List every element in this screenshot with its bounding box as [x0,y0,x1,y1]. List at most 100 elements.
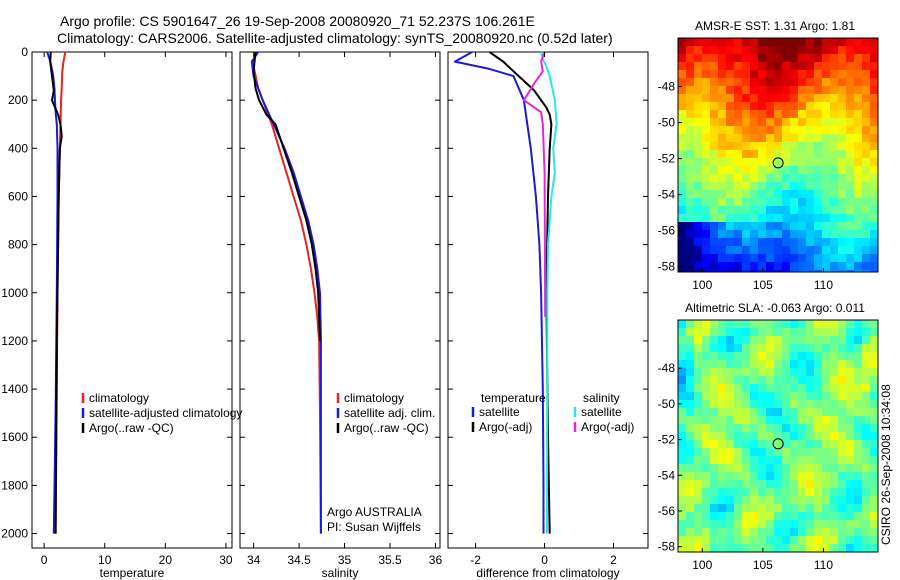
map-cell [742,270,751,272]
map-cell [742,86,751,95]
map-cell [870,222,878,231]
map-cell [766,86,775,95]
map-cell [702,206,711,215]
map-cell [726,54,735,63]
map-cell [862,360,871,369]
map-cell [846,126,855,135]
map-cell [854,118,863,127]
map-cell [678,206,687,215]
difference-profile-xlabel: difference from climatology [476,566,619,580]
map-cell [870,360,878,369]
map-cell [726,320,735,329]
map-cell [830,456,839,465]
map-cell [814,174,823,183]
map-cell [854,520,863,529]
map-cell [678,352,687,361]
map-cell [846,472,855,481]
map-cell [806,238,815,247]
map-cell [854,432,863,441]
map-cell [854,480,863,489]
map-cell [726,440,735,449]
map-cell [862,214,871,223]
map-cell [678,126,687,135]
map-cell [734,174,743,183]
map-cell [830,320,839,329]
map-cell [694,246,703,255]
map-cell [814,230,823,239]
map-cell [742,230,751,239]
map-cell [710,70,719,79]
map-cell [814,368,823,377]
map-cell [806,126,815,135]
map-cell [806,222,815,231]
map-cell [678,134,687,143]
map-cell [702,214,711,223]
map-cell [846,392,855,401]
map-cell [870,336,878,345]
map-cell [870,456,878,465]
map-cell [718,544,727,552]
salinity-profile-xtick-label-2: 35 [338,553,352,567]
map-cell [694,166,703,175]
map-cell [782,38,791,47]
map-cell [758,360,767,369]
temp-legend-item-1: satellite-adjusted climatology [89,406,242,420]
map-cell [742,456,751,465]
map-cell [750,270,759,272]
map-cell [718,238,727,247]
map-cell [830,246,839,255]
map-cell [750,54,759,63]
map-cell [702,480,711,489]
map-cell [774,230,783,239]
map-cell [798,38,807,47]
map-cell [838,440,847,449]
map-cell [806,352,815,361]
map-cell [862,472,871,481]
map-cell [750,238,759,247]
map-cell [870,320,878,329]
map-cell [726,496,735,505]
map-cell [718,254,727,263]
map-cell [758,344,767,353]
map-cell [726,246,735,255]
map-cell [806,544,815,552]
map-cell [814,376,823,385]
map-cell [686,38,695,47]
map-cell [710,360,719,369]
map-cell [782,392,791,401]
map-cell [822,206,831,215]
map-cell [798,376,807,385]
altimetric-sla-map-xtick-label-1: 105 [753,558,773,572]
map-cell [782,352,791,361]
map-cell [822,424,831,433]
map-cell [790,38,799,47]
map-cell [742,70,751,79]
map-cell [854,238,863,247]
map-cell [846,344,855,353]
map-cell [766,488,775,497]
map-cell [710,408,719,417]
map-cell [854,384,863,393]
map-cell [806,512,815,521]
map-cell [774,408,783,417]
map-cell [766,214,775,223]
map-cell [766,222,775,231]
map-cell [830,206,839,215]
map-cell [862,70,871,79]
map-cell [750,432,759,441]
map-cell [710,254,719,263]
map-cell [678,464,687,473]
map-cell [742,320,751,329]
map-cell [758,504,767,513]
map-cell [782,448,791,457]
map-cell [774,158,783,167]
map-cell [694,94,703,103]
salinity-profile-xtick-label-0: 34 [247,553,261,567]
map-cell [694,416,703,425]
map-cell [702,360,711,369]
map-cell [758,408,767,417]
map-cell [782,46,791,55]
map-cell [734,190,743,199]
temperature-profile-ytick-label-2: 400 [8,141,28,155]
map-cell [870,408,878,417]
